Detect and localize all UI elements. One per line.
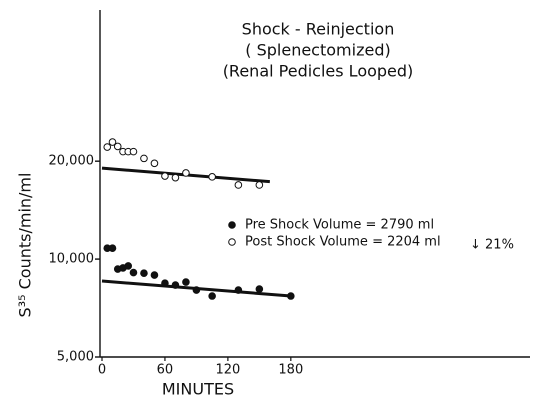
title-line: Shock - Reinjection — [242, 20, 395, 39]
point — [129, 147, 138, 156]
point — [108, 138, 117, 146]
point — [208, 292, 216, 300]
x-tick-label: 180 — [278, 363, 303, 378]
title-line: ( Splenectomized) — [245, 41, 390, 60]
x-tick-label: 120 — [215, 363, 240, 378]
point — [171, 281, 180, 289]
legend-marker — [228, 221, 236, 229]
point — [161, 279, 169, 288]
x-tick-label: 60 — [157, 363, 174, 378]
x-axis-label: MINUTES — [162, 380, 234, 399]
title-line: (Renal Pedicles Looped) — [223, 62, 414, 81]
point — [108, 244, 117, 253]
point — [140, 269, 148, 277]
point — [171, 173, 180, 182]
y-tick-label: 5,000 — [57, 350, 94, 365]
point — [234, 181, 243, 189]
point — [255, 285, 264, 293]
point — [150, 271, 159, 279]
y-tick-label: 20,000 — [49, 154, 95, 169]
point — [255, 181, 264, 189]
point — [129, 268, 138, 277]
point — [161, 172, 169, 180]
point — [124, 262, 133, 270]
point — [182, 169, 190, 177]
point — [113, 142, 122, 151]
point — [103, 143, 112, 151]
point — [150, 159, 159, 168]
point — [234, 286, 243, 294]
point — [287, 292, 295, 300]
annotation: ↓ 21% — [470, 238, 514, 253]
legend-marker — [228, 238, 236, 246]
x-tick-label: 0 — [98, 363, 106, 378]
point — [182, 278, 190, 286]
point — [192, 286, 201, 294]
y-tick-label: 10,000 — [49, 252, 95, 267]
point — [208, 173, 216, 181]
point — [140, 154, 148, 163]
legend-label: Pre Shock Volume = 2790 ml — [245, 218, 434, 233]
y-axis-label: S³⁵ Counts/min/ml — [16, 173, 35, 318]
legend-label: Post Shock Volume = 2204 ml — [245, 235, 441, 250]
